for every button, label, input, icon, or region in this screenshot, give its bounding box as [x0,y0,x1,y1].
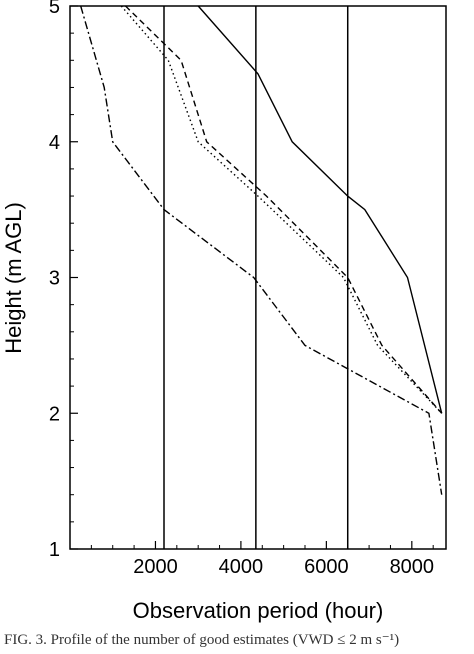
series-lines [80,5,443,495]
y-ticks: 1 2 3 4 5 [49,0,78,561]
x-tick-label: 2000 [133,556,178,578]
y-tick-label: 2 [49,403,60,425]
x-tick-label: 8000 [390,556,435,578]
vertical-lines [163,6,349,549]
x-ticks: 2000 4000 6000 8000 [90,541,435,578]
plot-frame [69,5,447,550]
chart: 2000 4000 6000 8000 1 2 3 4 5 Observation perio… [1,0,447,623]
series-line-dotted [120,5,443,414]
y-tick-label: 4 [49,132,60,154]
y-tick-label: 3 [49,268,60,290]
y-axis-title: Height (m AGL) [1,202,26,354]
series-line-dashed [125,5,443,414]
y-tick-label: 5 [49,0,60,18]
x-axis-title: Observation period (hour) [133,598,384,623]
figure-caption: FIG. 3. Profile of the number of good es… [4,632,400,648]
x-tick-label: 4000 [219,556,264,578]
series-line-solid [197,5,443,414]
x-tick-label: 6000 [304,556,349,578]
y-tick-label: 1 [49,539,60,561]
series-line-dashdot [80,5,443,495]
